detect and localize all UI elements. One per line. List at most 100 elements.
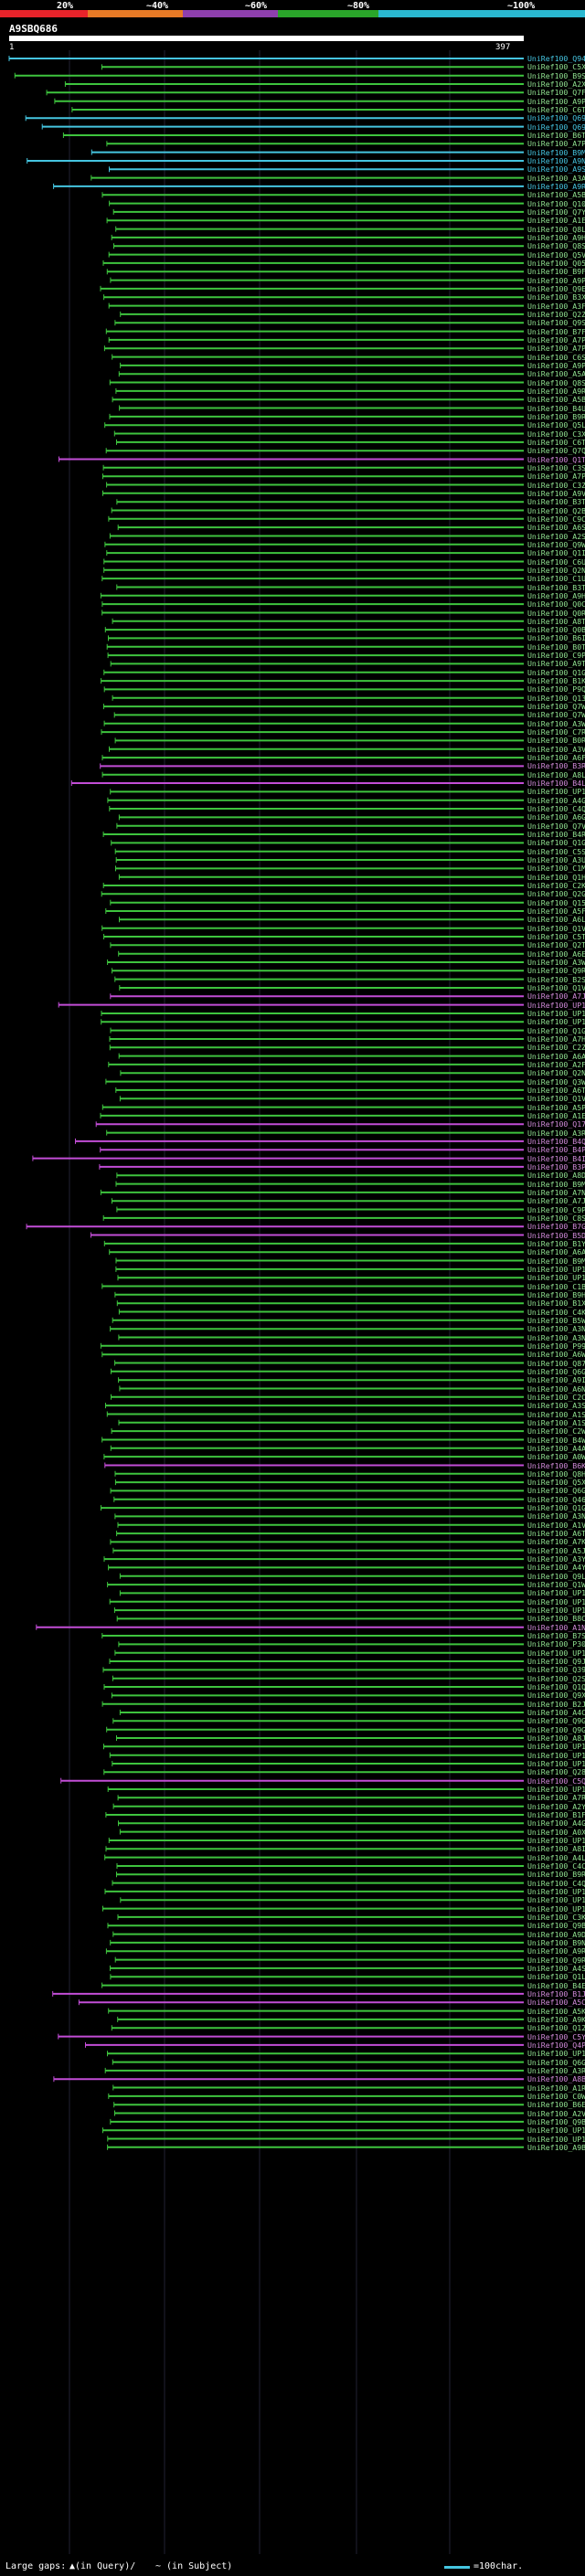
hit-label[interactable]: UniRef100_A5P6T7: [527, 1102, 585, 1112]
hit-label[interactable]: UniRef100_UP1000...: [527, 1759, 585, 1768]
hit-label[interactable]: UniRef100_A1N2R7: [527, 1622, 585, 1632]
hit-label[interactable]: UniRef100_Q7Y240: [527, 207, 585, 217]
hit-label[interactable]: UniRef100_Q15ZQ1: [527, 897, 585, 907]
hit-label[interactable]: UniRef100_A9PCL4: [527, 275, 585, 285]
hit-label[interactable]: UniRef100_Q8S0G2: [527, 377, 585, 387]
hit-label[interactable]: UniRef100_A0WX93: [527, 1452, 585, 1462]
hit-label[interactable]: UniRef100_B3TLY8: [527, 582, 585, 592]
hit-label[interactable]: UniRef100_A6S5M6: [527, 523, 585, 533]
hit-label[interactable]: UniRef100_B6IXH1: [527, 633, 585, 643]
hit-label[interactable]: UniRef100_A8IM48: [527, 1844, 585, 1854]
hit-label[interactable]: UniRef100_Q8HRE4: [527, 1468, 585, 1479]
hit-label[interactable]: UniRef100_Q0BS17: [527, 625, 585, 635]
hit-label[interactable]: UniRef100_B9FLP9: [527, 267, 585, 277]
hit-label[interactable]: UniRef100_B2JHF4: [527, 1699, 585, 1709]
hit-label[interactable]: UniRef100_Q1QYN2: [527, 1682, 585, 1691]
hit-label[interactable]: UniRef100_A9RB38: [527, 386, 585, 396]
hit-label[interactable]: UniRef100_A0X2K5: [527, 1827, 585, 1837]
hit-label[interactable]: UniRef100_C2KD00: [527, 881, 585, 890]
hit-label[interactable]: UniRef100_A9RB37: [527, 181, 585, 191]
hit-label[interactable]: UniRef100_Q1WN23: [527, 1580, 585, 1590]
hit-label[interactable]: UniRef100_A2VTS9: [527, 2108, 585, 2118]
hit-label[interactable]: UniRef100_A6L2S8: [527, 915, 585, 925]
hit-label[interactable]: UniRef100_Q2T0W2: [527, 940, 585, 950]
hit-label[interactable]: UniRef100_UP1000...: [527, 2125, 585, 2136]
hit-label[interactable]: UniRef100_UP1000...: [527, 2049, 585, 2059]
hit-label[interactable]: UniRef100_A9PC26: [527, 360, 585, 370]
hit-label[interactable]: UniRef100_Q5X2D8: [527, 1478, 585, 1488]
hit-label[interactable]: UniRef100_Q9GLW9: [527, 1716, 585, 1726]
hit-label[interactable]: UniRef100_C6T072: [527, 437, 585, 447]
hit-label[interactable]: UniRef100_A7PEM0: [527, 344, 585, 354]
hit-label[interactable]: UniRef100_C1UDG1: [527, 574, 585, 584]
hit-label[interactable]: UniRef100_C2ZAV0: [527, 1043, 585, 1053]
hit-label[interactable]: UniRef100_Q2NCB2: [527, 1068, 585, 1078]
hit-label[interactable]: UniRef100_B6E8X6: [527, 2100, 585, 2110]
hit-label[interactable]: UniRef100_UP1000...: [527, 1648, 585, 1658]
hit-label[interactable]: UniRef100_C5YFJ9: [527, 2031, 585, 2041]
hit-label[interactable]: UniRef100_C1BK32: [527, 1281, 585, 1291]
hit-label[interactable]: UniRef100_B3XV28: [527, 292, 585, 302]
hit-label[interactable]: UniRef100_Q69TY4: [527, 113, 585, 123]
hit-label[interactable]: UniRef100_B1FGN0: [527, 1810, 585, 1819]
hit-label[interactable]: UniRef100_A9HPG8: [527, 232, 585, 242]
hit-label[interactable]: UniRef100_A9K492: [527, 2014, 585, 2024]
hit-label[interactable]: UniRef100_Q2N642: [527, 565, 585, 575]
hit-label[interactable]: UniRef100_UP1000...: [527, 2134, 585, 2144]
hit-label[interactable]: UniRef100_C3XQY8: [527, 429, 585, 439]
hit-label[interactable]: UniRef100_A4LBW4: [527, 1852, 585, 1862]
hit-label[interactable]: UniRef100_Q1G5W1: [527, 838, 585, 848]
hit-label[interactable]: UniRef100_C0WZ59: [527, 2091, 585, 2101]
hit-label[interactable]: UniRef100_A8LKL9: [527, 769, 585, 779]
hit-label[interactable]: UniRef100_A6FTH6: [527, 753, 585, 763]
hit-label[interactable]: UniRef100_Q9R0G3: [527, 966, 585, 976]
hit-label[interactable]: UniRef100_A9R5F2: [527, 1946, 585, 1956]
hit-label[interactable]: UniRef100_A7JYX7: [527, 991, 585, 1002]
hit-label[interactable]: UniRef100_P9Q029: [527, 684, 585, 694]
hit-label[interactable]: UniRef100_Q94UQ7: [527, 54, 585, 63]
hit-label[interactable]: UniRef100_A5CLE7: [527, 1998, 585, 2008]
hit-label[interactable]: UniRef100_A9DX16: [527, 1929, 585, 1939]
hit-label[interactable]: UniRef100_A7PBN1: [527, 334, 585, 345]
hit-label[interactable]: UniRef100_B5WB93: [527, 1315, 585, 1325]
hit-label[interactable]: UniRef100_C3KHS6: [527, 1912, 585, 1922]
hit-label[interactable]: UniRef100_B7G753: [527, 1222, 585, 1232]
hit-label[interactable]: UniRef100_Q8S3L0: [527, 241, 585, 251]
hit-label[interactable]: UniRef100_B9RM39: [527, 411, 585, 421]
hit-label[interactable]: UniRef100_Q39JW4: [527, 1665, 585, 1675]
hit-label[interactable]: UniRef100_A3A42Q: [527, 173, 585, 183]
hit-label[interactable]: UniRef100_UP1000...: [527, 1264, 585, 1274]
hit-label[interactable]: UniRef100_A5FZS4: [527, 906, 585, 916]
hit-label[interactable]: UniRef100_Q10FS4: [527, 198, 585, 208]
hit-label[interactable]: UniRef100_Q7WB88: [527, 710, 585, 720]
hit-label[interactable]: UniRef100_A8TSY2: [527, 616, 585, 626]
hit-label[interactable]: UniRef100_A4GF17: [527, 1818, 585, 1829]
hit-label[interactable]: UniRef100_B4PL69: [527, 1145, 585, 1155]
hit-label[interactable]: UniRef100_UP1000...: [527, 1273, 585, 1283]
hit-label[interactable]: UniRef100_B4L287: [527, 779, 585, 788]
hit-label[interactable]: UniRef100_A3NP70: [527, 1511, 585, 1521]
hit-label[interactable]: UniRef100_P30044: [527, 1639, 585, 1649]
hit-label[interactable]: UniRef100_B3P0D6: [527, 1161, 585, 1171]
hit-label[interactable]: UniRef100_C3ZWQ3: [527, 480, 585, 490]
hit-label[interactable]: UniRef100_C2WWF4: [527, 1426, 585, 1436]
hit-label[interactable]: UniRef100_C5SDD8: [527, 846, 585, 856]
hit-label[interactable]: UniRef100_Q46E00: [527, 1494, 585, 1504]
hit-label[interactable]: UniRef100_Q0C3B9: [527, 599, 585, 610]
hit-label[interactable]: UniRef100_A1EQG0: [527, 1110, 585, 1120]
hit-label[interactable]: UniRef100_A8JE89: [527, 1733, 585, 1743]
hit-label[interactable]: UniRef100_Q1T5Q7: [527, 454, 585, 464]
hit-label[interactable]: UniRef100_A5BHW6: [527, 190, 585, 200]
hit-label[interactable]: UniRef100_UP1000...: [527, 1606, 585, 1616]
hit-label[interactable]: UniRef100_B9RQS3: [527, 1870, 585, 1880]
hit-label[interactable]: UniRef100_A7RYR0: [527, 1793, 585, 1803]
hit-label[interactable]: UniRef100_A6A1K1: [527, 1051, 585, 1061]
hit-label[interactable]: UniRef100_Q1GFN7: [527, 667, 585, 677]
hit-label[interactable]: UniRef100_Q12R13: [527, 2023, 585, 2033]
hit-label[interactable]: UniRef100_B6TZY1: [527, 131, 585, 140]
hit-label[interactable]: UniRef100_Q28PU3: [527, 1767, 585, 1777]
hit-label[interactable]: UniRef100_A6NG36: [527, 1383, 585, 1394]
hit-label[interactable]: UniRef100_A8DA01: [527, 1171, 585, 1181]
hit-label[interactable]: UniRef100_Q6GPF3: [527, 2057, 585, 2067]
hit-label[interactable]: UniRef100_A7HQX3: [527, 1034, 585, 1044]
